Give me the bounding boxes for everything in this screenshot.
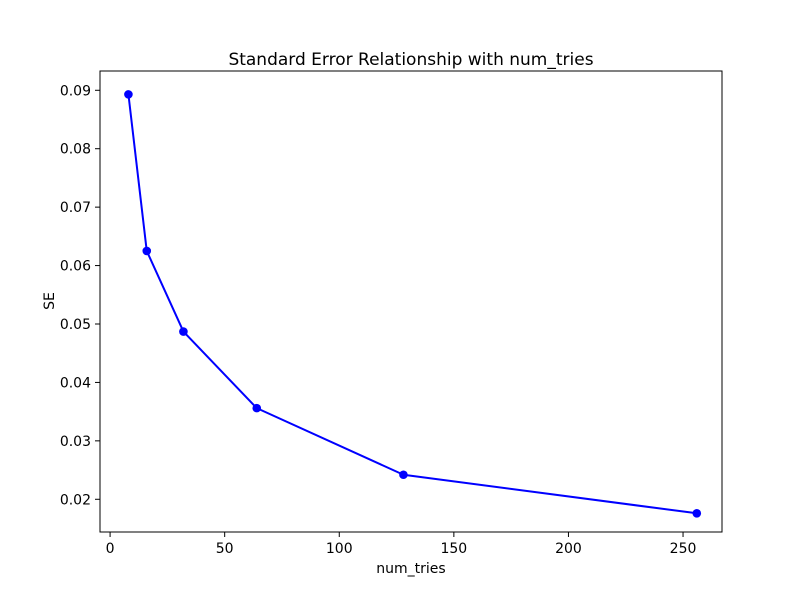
data-line — [127, 93, 698, 515]
y-tick-label: 0.09 — [60, 83, 91, 99]
data-point — [124, 90, 133, 99]
y-axis-label: SE — [42, 292, 58, 310]
y-tick-label: 0.05 — [60, 317, 91, 333]
data-point — [142, 246, 152, 256]
x-tick-label: 100 — [326, 541, 353, 557]
x-tick-label: 200 — [555, 541, 582, 557]
x-tick-label: 50 — [216, 541, 234, 557]
chart-title: Standard Error Relationship with num_tri… — [228, 50, 594, 70]
y-tick-label: 0.08 — [60, 142, 91, 158]
y-tick-label: 0.06 — [60, 259, 91, 275]
x-tick-label: 250 — [670, 541, 697, 557]
y-tick-label: 0.07 — [60, 200, 91, 216]
data-point — [692, 509, 702, 518]
plot-frame — [99, 70, 723, 533]
x-axis-label: num_tries — [376, 561, 446, 577]
y-tick-label: 0.02 — [60, 492, 91, 508]
x-tick-label: 150 — [440, 541, 467, 557]
x-tick-label: 0 — [106, 541, 115, 557]
data-point — [399, 470, 408, 480]
y-tick-label: 0.04 — [60, 375, 91, 391]
data-point — [179, 327, 188, 336]
y-tick-label: 0.03 — [60, 434, 91, 450]
data-point — [252, 403, 262, 413]
